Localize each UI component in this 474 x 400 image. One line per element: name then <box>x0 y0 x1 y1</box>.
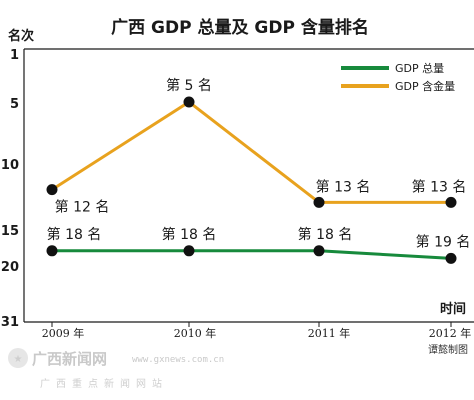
y-ticks: 1 5 10 15 20 31 <box>1 48 19 330</box>
data-point <box>46 245 58 257</box>
y-tick-label: 5 <box>10 97 19 112</box>
data-point <box>183 96 195 108</box>
data-point <box>183 245 195 257</box>
data-label: 第 5 名 <box>166 77 212 94</box>
y-axis-label: 名次 <box>8 28 34 44</box>
data-point <box>313 196 325 208</box>
data-label: 第 18 名 <box>298 226 353 243</box>
watermark: ★ 广西新闻网 www.gxnews.com.cn 广西重点新闻网站 <box>8 348 224 390</box>
data-label: 第 18 名 <box>47 226 102 243</box>
legend-label-gdp-quality: GDP 含金量 <box>395 79 455 93</box>
x-axis-label: 时间 <box>440 301 466 317</box>
chart-credit: 谭懿制图 <box>428 343 468 356</box>
chart-title: 广西 GDP 总量及 GDP 含量排名 <box>111 17 369 38</box>
data-point <box>445 196 457 208</box>
x-tick-label: 2012 年 <box>429 326 472 340</box>
y-tick-label: 15 <box>1 224 19 239</box>
data-point <box>445 252 457 264</box>
y-tick-label: 31 <box>1 315 19 330</box>
data-label: 第 19 名 <box>416 233 471 250</box>
legend-label-gdp-total: GDP 总量 <box>395 61 444 75</box>
x-ticks: 2009 年 2010 年 2011 年 2012 年 <box>42 322 472 340</box>
x-tick-label: 2011 年 <box>308 326 351 340</box>
y-tick-label: 20 <box>1 260 19 275</box>
series-line-0 <box>52 249 452 260</box>
x-tick-label: 2009 年 <box>42 326 85 340</box>
y-tick-label: 10 <box>1 158 19 173</box>
data-label: 第 13 名 <box>316 178 371 195</box>
watermark-logo-text: 广西新闻网 <box>32 350 107 368</box>
series-layer: 第 18 名 第 18 名 第 18 名 第 19 名 第 12 名 第 5 名第 13 … <box>46 77 471 264</box>
svg-text:★: ★ <box>14 354 23 365</box>
watermark-logo-icon: ★ <box>8 348 28 368</box>
series-line-1 <box>51 100 451 204</box>
plot-frame <box>23 48 474 323</box>
watermark-sub: 广西重点新闻网站 <box>40 377 168 390</box>
data-label: 第 18 名 <box>162 226 217 243</box>
x-tick-label: 2010 年 <box>174 326 217 340</box>
legend: GDP 总量 GDP 含金量 <box>341 61 455 93</box>
y-tick-label: 1 <box>10 48 19 63</box>
watermark-url: www.gxnews.com.cn <box>132 355 224 365</box>
data-point <box>313 245 325 257</box>
data-point <box>46 184 58 196</box>
data-label: 第 12 名 <box>55 199 110 216</box>
data-label: 第 13 名 <box>412 178 467 195</box>
